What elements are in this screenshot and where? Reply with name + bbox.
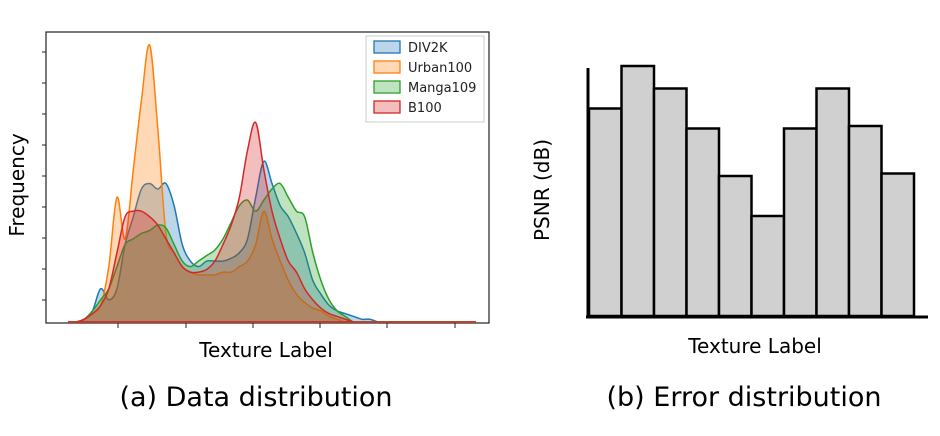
panel-b: PSNR (dB) Texture Label (b) Error distri…: [530, 64, 928, 413]
density-areas: [68, 44, 476, 323]
bar-5: [717, 174, 753, 318]
legend-swatch-b100: [373, 100, 401, 114]
legend-swatch-div2k: [373, 40, 401, 54]
bar-4: [685, 127, 721, 318]
bar-7: [782, 127, 818, 318]
series-area-b100: [68, 121, 476, 323]
legend-box: [365, 35, 485, 123]
y-axis-label-a: Frequency: [5, 133, 29, 236]
bar-3: [652, 87, 688, 318]
legend-label-manga109: Manga109: [408, 81, 476, 96]
bar-1: [587, 107, 623, 318]
panel-a: DIV2K Urban100 Manga109 B100 Frequency Text…: [5, 31, 490, 413]
bar-6: [750, 214, 786, 318]
bar-9: [847, 124, 883, 318]
bar-8: [815, 87, 851, 318]
legend-swatch-urban100: [373, 60, 401, 74]
legend-label-urban100: Urban100: [408, 61, 472, 76]
x-axis-label-b: Texture Label: [687, 334, 822, 358]
bars: [587, 64, 916, 318]
bar-2: [620, 64, 656, 318]
legend: DIV2K Urban100 Manga109 B100: [365, 35, 485, 123]
bar-10: [880, 172, 916, 318]
caption-b: (b) Error distribution: [606, 382, 881, 413]
legend-label-b100: B100: [408, 101, 442, 116]
axis-ticks-a: [42, 51, 456, 328]
caption-a: (a) Data distribution: [119, 382, 392, 413]
legend-swatch-manga109: [373, 80, 401, 94]
legend-label-div2k: DIV2K: [408, 41, 448, 56]
x-axis-label-a: Texture Label: [198, 338, 333, 362]
y-axis-label-b: PSNR (dB): [530, 139, 554, 241]
